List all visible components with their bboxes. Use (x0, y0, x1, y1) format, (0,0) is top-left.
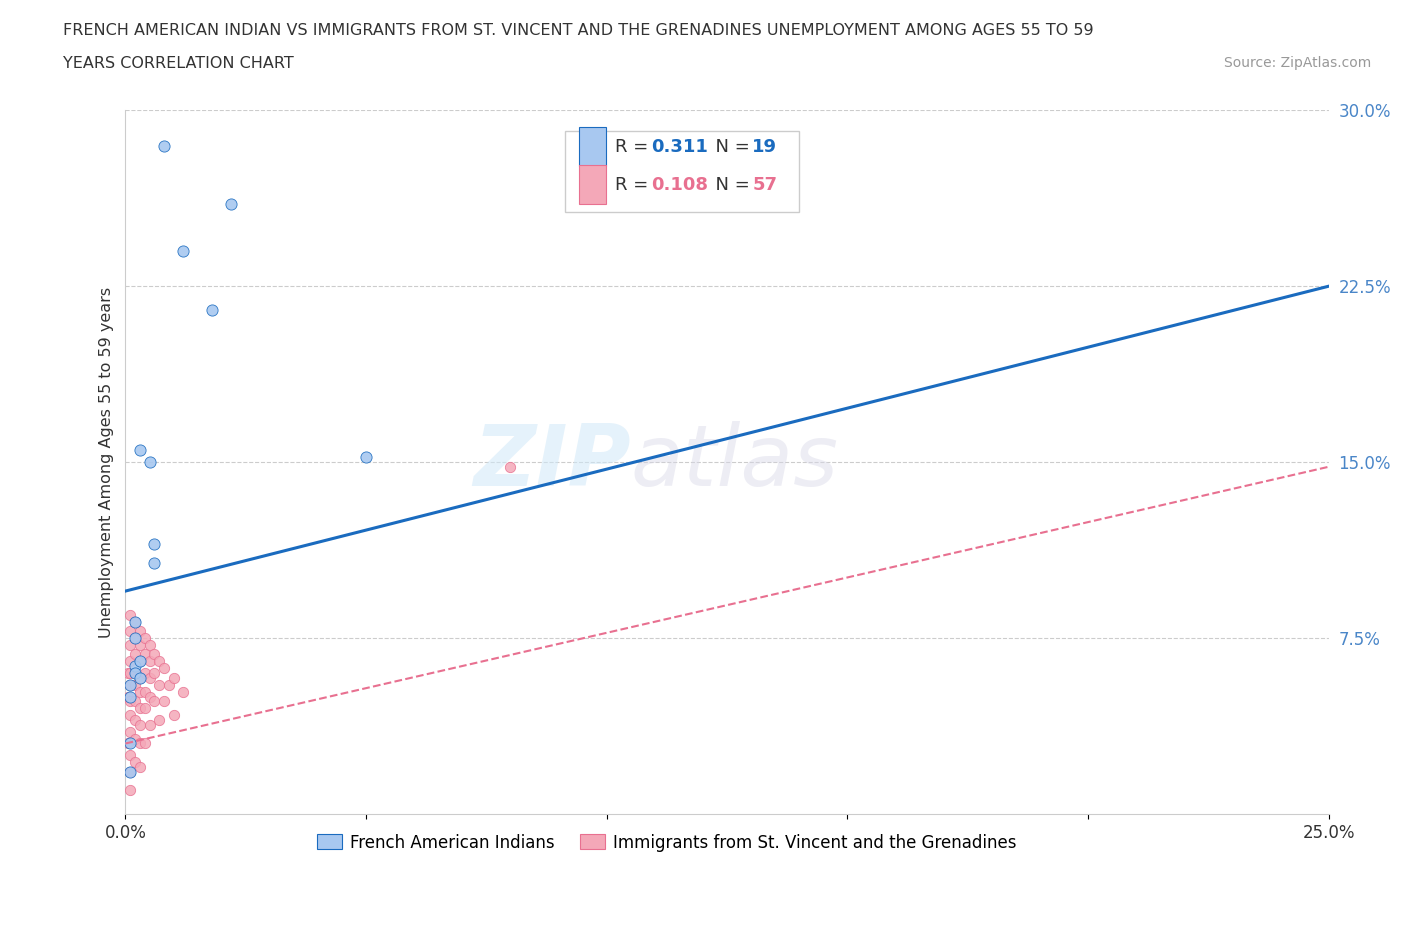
Point (124, 647, 146, 662)
Point (120, 764, 142, 779)
Text: 19: 19 (752, 138, 778, 156)
Point (143, 537, 166, 551)
Point (124, 614, 146, 629)
Point (134, 647, 156, 662)
Point (120, 783, 142, 798)
Point (134, 684, 156, 699)
Point (138, 638, 160, 653)
Point (120, 764, 142, 779)
FancyBboxPatch shape (579, 127, 606, 166)
Point (153, 661, 176, 676)
Point (134, 666, 156, 681)
Point (129, 623, 152, 638)
Point (124, 694, 146, 709)
Point (120, 677, 142, 692)
Point (148, 677, 170, 692)
Point (120, 654, 142, 669)
Point (499, 459, 522, 474)
Point (120, 694, 142, 709)
Point (129, 684, 152, 699)
Point (120, 736, 142, 751)
Point (172, 244, 194, 259)
Point (129, 638, 152, 653)
FancyBboxPatch shape (579, 165, 606, 204)
Point (172, 684, 194, 699)
Point (143, 555, 166, 570)
Point (120, 724, 142, 739)
Text: Source: ZipAtlas.com: Source: ZipAtlas.com (1223, 56, 1371, 70)
Point (143, 647, 166, 662)
Text: ZIP: ZIP (474, 420, 631, 503)
Point (124, 631, 146, 645)
Point (138, 717, 160, 732)
Point (117, 736, 139, 751)
Point (124, 677, 146, 692)
Point (124, 755, 146, 770)
Point (124, 731, 146, 746)
Point (143, 694, 166, 709)
Point (148, 654, 170, 669)
Point (120, 748, 142, 763)
Point (138, 455, 160, 470)
Point (138, 689, 160, 704)
Text: 0.311: 0.311 (651, 138, 709, 156)
Point (120, 689, 142, 704)
Text: R =: R = (616, 176, 654, 194)
Point (354, 450, 377, 465)
Text: atlas: atlas (631, 420, 839, 503)
Point (120, 708, 142, 723)
Point (129, 671, 152, 685)
Point (134, 631, 156, 645)
Point (129, 671, 152, 685)
Point (138, 654, 160, 669)
Point (129, 736, 152, 751)
Point (129, 654, 152, 669)
Point (162, 708, 184, 723)
Point (134, 701, 156, 716)
Point (129, 443, 152, 458)
Point (153, 138, 176, 153)
Point (120, 666, 142, 681)
Text: N =: N = (704, 176, 755, 194)
FancyBboxPatch shape (565, 131, 799, 212)
Text: 0.108: 0.108 (651, 176, 709, 194)
Text: 57: 57 (752, 176, 778, 194)
Point (129, 717, 152, 732)
Point (117, 689, 139, 704)
Point (143, 666, 166, 681)
Point (129, 760, 152, 775)
Point (124, 712, 146, 727)
Y-axis label: Unemployment Among Ages 55 to 59 years: Unemployment Among Ages 55 to 59 years (100, 286, 114, 638)
Point (120, 638, 142, 653)
Point (124, 666, 146, 681)
Point (134, 736, 156, 751)
Text: YEARS CORRELATION CHART: YEARS CORRELATION CHART (63, 56, 294, 71)
Point (148, 712, 170, 727)
Point (153, 694, 176, 709)
Text: N =: N = (704, 138, 755, 156)
Point (221, 197, 243, 212)
Point (124, 658, 146, 673)
Point (120, 623, 142, 638)
Point (124, 631, 146, 645)
Point (201, 302, 224, 317)
Point (120, 607, 142, 622)
Point (129, 701, 152, 716)
Point (120, 677, 142, 692)
Point (157, 677, 180, 692)
Text: R =: R = (616, 138, 654, 156)
Point (162, 671, 184, 685)
Point (124, 614, 146, 629)
Point (138, 671, 160, 685)
Point (129, 654, 152, 669)
Point (124, 666, 146, 681)
Legend: French American Indians, Immigrants from St. Vincent and the Grenadines: French American Indians, Immigrants from… (311, 827, 1024, 858)
Text: FRENCH AMERICAN INDIAN VS IMMIGRANTS FROM ST. VINCENT AND THE GRENADINES UNEMPLO: FRENCH AMERICAN INDIAN VS IMMIGRANTS FRO… (63, 23, 1094, 38)
Point (117, 666, 139, 681)
